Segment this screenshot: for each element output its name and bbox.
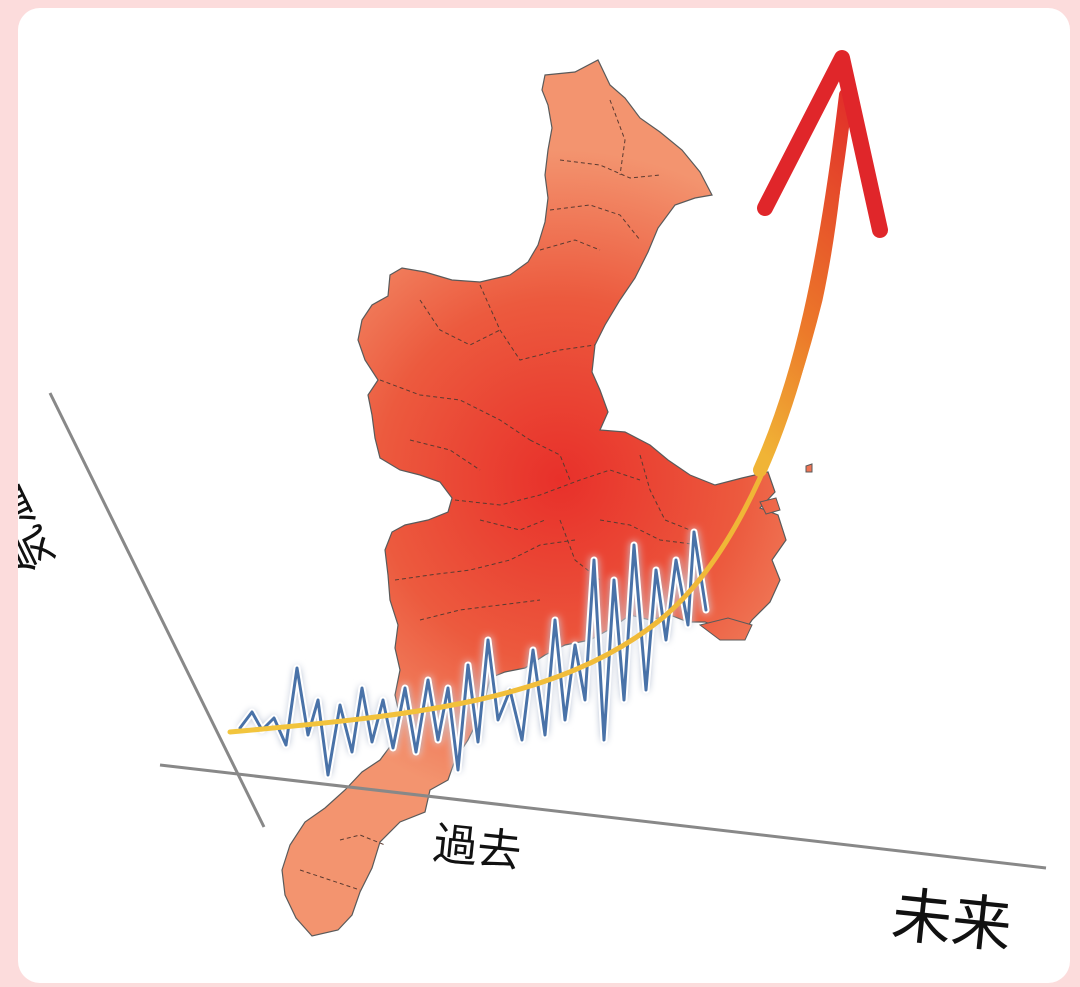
label-temperature: 気温 <box>18 478 65 579</box>
axes <box>48 392 1047 870</box>
prefecture-outline <box>281 59 787 937</box>
island <box>759 497 781 515</box>
time-axis <box>159 763 1047 870</box>
temperature-axis <box>48 392 266 828</box>
prefecture-map <box>281 59 813 937</box>
trend-curve-thick <box>753 88 853 477</box>
trend-arrow <box>227 50 888 735</box>
figure-card: 過去 未来 気温 <box>18 8 1070 983</box>
label-past: 過去 <box>431 818 524 878</box>
island <box>805 463 813 473</box>
climate-trend-illustration: 過去 未来 気温 <box>18 50 1047 962</box>
arrow-up-icon <box>757 50 888 238</box>
label-future: 未来 <box>888 880 1015 962</box>
island <box>698 617 753 641</box>
